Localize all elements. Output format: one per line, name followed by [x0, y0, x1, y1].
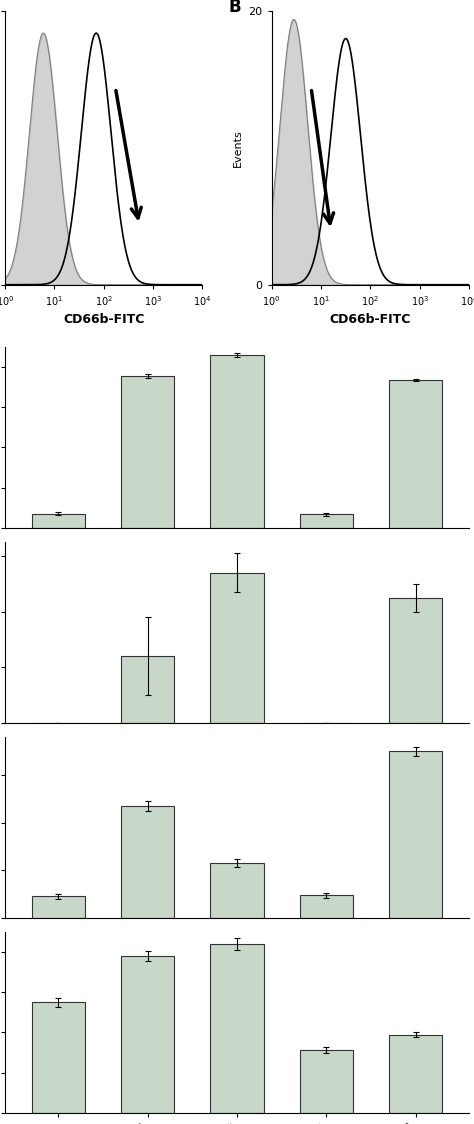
X-axis label: CD66b-FITC: CD66b-FITC [63, 314, 144, 326]
Bar [300, 1050, 353, 1113]
Bar [389, 751, 442, 917]
Bar [121, 806, 174, 917]
Bar [210, 355, 264, 527]
Bar [300, 896, 353, 917]
Bar [32, 514, 85, 527]
Bar [210, 944, 264, 1113]
Bar [121, 957, 174, 1113]
Bar [32, 1003, 85, 1113]
Bar [389, 598, 442, 723]
Bar [121, 656, 174, 723]
Bar [32, 896, 85, 917]
Text: B: B [228, 0, 241, 16]
Y-axis label: Events: Events [233, 129, 243, 166]
Bar [389, 380, 442, 527]
X-axis label: CD66b-FITC: CD66b-FITC [330, 314, 411, 326]
Bar [121, 375, 174, 527]
Bar [210, 863, 264, 917]
Bar [389, 1034, 442, 1113]
Bar [210, 572, 264, 723]
Bar [300, 515, 353, 527]
